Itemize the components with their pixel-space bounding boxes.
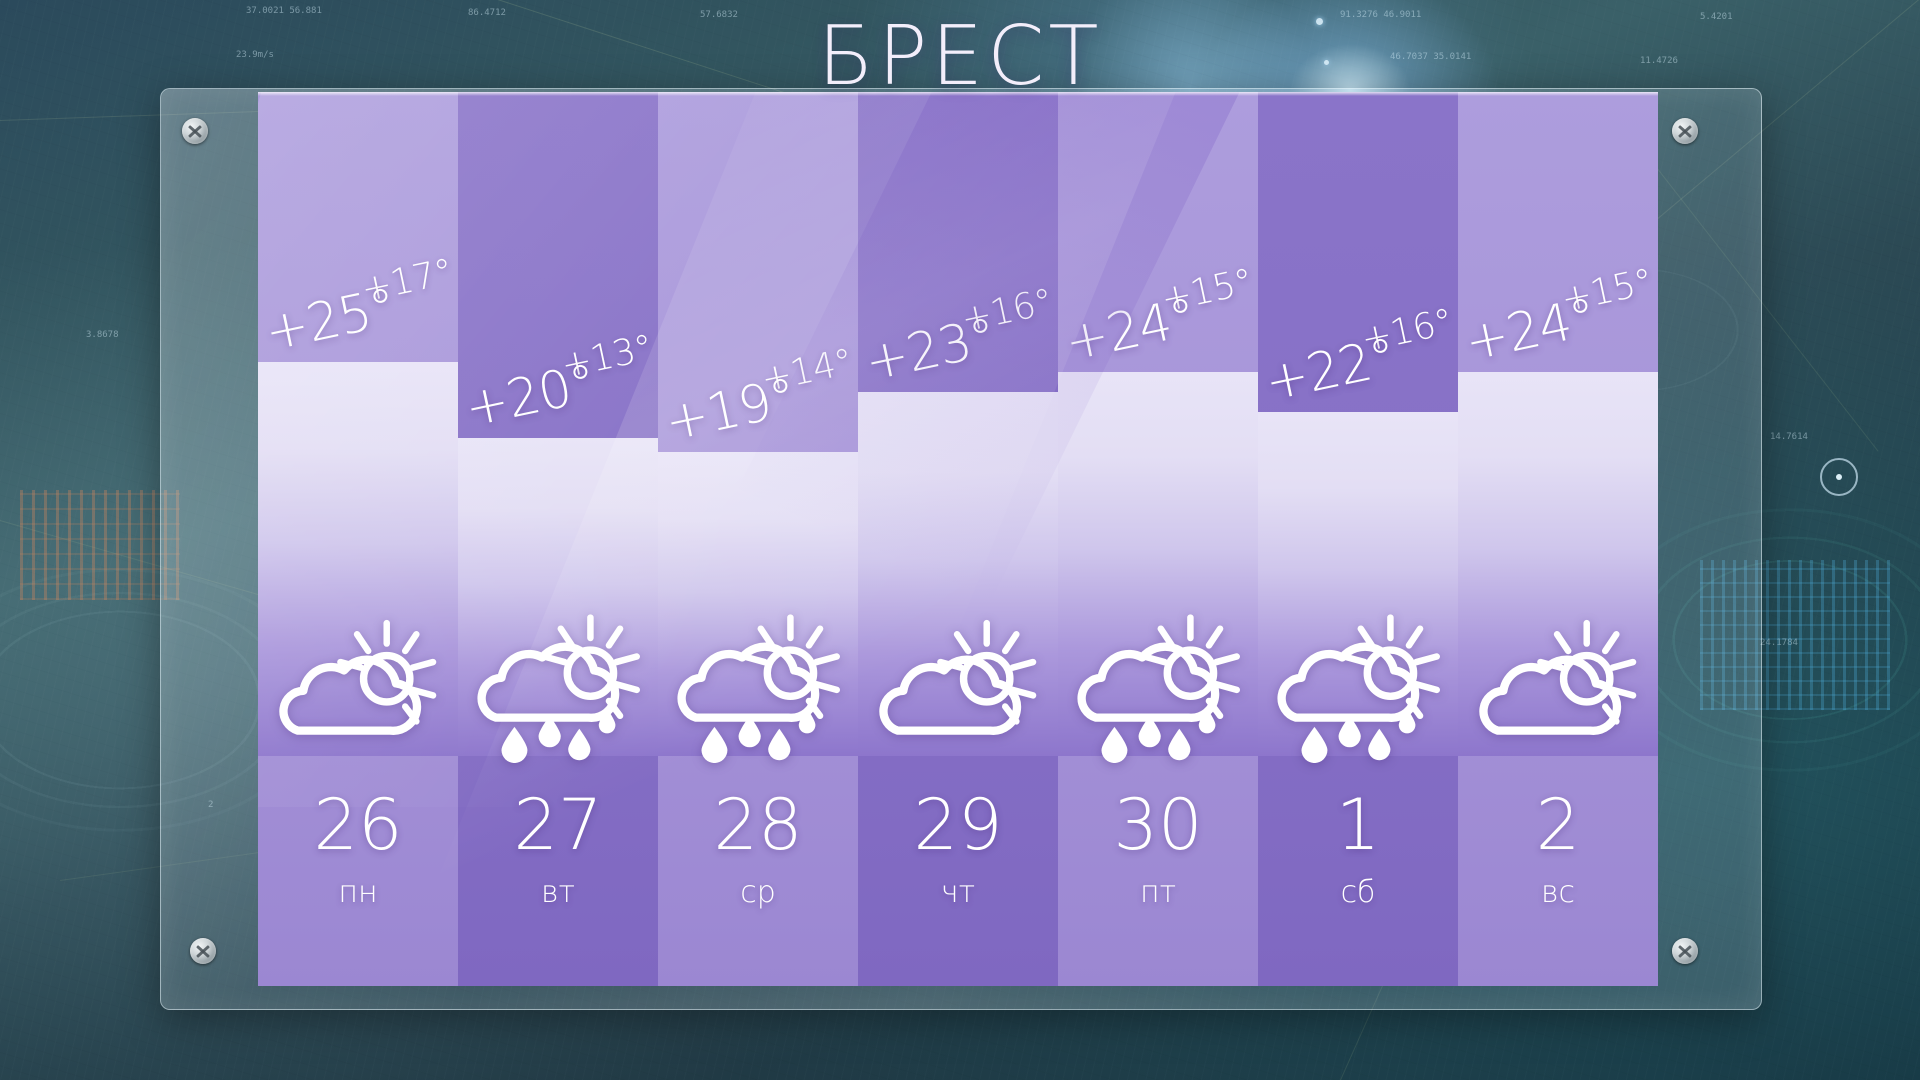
- forecast-day-column[interactable]: +13° +20° 27 вт: [458, 92, 658, 986]
- cloud-sun-rain-icon: [470, 613, 646, 763]
- background-coordinate-text: 5.4201: [1700, 12, 1733, 22]
- background-marker-dot: [1324, 60, 1329, 65]
- forecast-day-column[interactable]: +15° +24° 2 вс: [1458, 92, 1658, 986]
- weekday-label: ср: [740, 875, 776, 910]
- weather-icon-wrap: [1058, 604, 1258, 772]
- background-coordinate-text: 11.4726: [1640, 56, 1678, 66]
- date-footer: 30 пт: [1058, 772, 1258, 986]
- screw-top-right: [1672, 118, 1698, 144]
- day-number: 2: [1535, 784, 1581, 866]
- date-footer: 26 пн: [258, 772, 458, 986]
- background-coordinate-text: 91.3276 46.9011: [1340, 10, 1422, 20]
- weather-icon-wrap: [858, 604, 1058, 772]
- day-number: 28: [713, 784, 803, 866]
- day-temperature: +24°: [1459, 287, 1602, 374]
- date-footer: 1 сб: [1258, 772, 1458, 986]
- weather-forecast-board: +17° +25° 26 пн +13° +20° 27 вт +14° +19° 28 ср +16°…: [258, 92, 1658, 986]
- forecast-day-column[interactable]: +15° +24° 30 пт: [1058, 92, 1258, 986]
- weekday-label: пт: [1139, 875, 1177, 910]
- background-city-grid-left: [20, 490, 180, 600]
- weather-icon-wrap: [258, 604, 458, 772]
- date-footer: 28 ср: [658, 772, 858, 986]
- weekday-label: вс: [1540, 875, 1576, 910]
- weekday-label: пн: [338, 875, 378, 910]
- day-number: 1: [1335, 784, 1381, 866]
- day-number: 30: [1113, 784, 1203, 866]
- cloud-sun-rain-icon: [670, 613, 846, 763]
- screw-top-left: [182, 118, 208, 144]
- weather-icon-wrap: [658, 604, 858, 772]
- cloud-sun-icon: [1470, 613, 1646, 763]
- cloud-sun-rain-icon: [1270, 613, 1446, 763]
- background-coordinate-text: 14.7614: [1770, 432, 1808, 442]
- day-temperature: +22°: [1259, 327, 1402, 414]
- forecast-day-column[interactable]: +17° +25° 26 пн: [258, 92, 458, 986]
- day-number: 27: [513, 784, 603, 866]
- day-temperature: +24°: [1059, 287, 1202, 374]
- background-marker-ring: [1820, 458, 1858, 496]
- day-temperature: +19°: [659, 367, 802, 454]
- weekday-label: вт: [540, 875, 576, 910]
- background-coordinate-text: 24.1784: [1760, 638, 1798, 648]
- background-coordinate-text: 46.7037 35.0141: [1390, 52, 1472, 62]
- background-coordinate-text: 3.8678: [86, 330, 119, 340]
- background-coordinate-text: 23.9m/s: [236, 50, 274, 60]
- temperature-bar: [658, 452, 858, 756]
- day-number: 29: [913, 784, 1003, 866]
- forecast-day-column[interactable]: +16° +22° 1 сб: [1258, 92, 1458, 986]
- day-temperature: +25°: [259, 277, 402, 364]
- cloud-sun-rain-icon: [1070, 613, 1246, 763]
- forecast-day-column[interactable]: +16° +23° 29 чт: [858, 92, 1058, 986]
- background-coordinate-text: 57.6832: [700, 10, 738, 20]
- background-coordinate-text: 2: [208, 800, 213, 810]
- screw-bottom-right: [1672, 938, 1698, 964]
- day-temperature: +23°: [859, 307, 1002, 394]
- weather-icon-wrap: [1258, 604, 1458, 772]
- cloud-sun-icon: [270, 613, 446, 763]
- cloud-sun-icon: [870, 613, 1046, 763]
- weekday-label: сб: [1340, 875, 1376, 910]
- weather-icon-wrap: [458, 604, 658, 772]
- temperature-bar: [458, 438, 658, 756]
- background-marker-dot: [1316, 18, 1323, 25]
- screw-bottom-left: [190, 938, 216, 964]
- background-coordinate-text: 37.0021 56.881: [246, 6, 322, 16]
- date-footer: 27 вт: [458, 772, 658, 986]
- date-footer: 2 вс: [1458, 772, 1658, 986]
- background-city-grid-right: [1700, 560, 1890, 710]
- date-footer: 29 чт: [858, 772, 1058, 986]
- day-temperature: +20°: [459, 353, 602, 440]
- temperature-bar: [1058, 372, 1258, 756]
- weather-icon-wrap: [1458, 604, 1658, 772]
- weekday-label: чт: [940, 875, 976, 910]
- forecast-day-column[interactable]: +14° +19° 28 ср: [658, 92, 858, 986]
- day-number: 26: [313, 784, 403, 866]
- temperature-bar: [1258, 412, 1458, 756]
- background-coordinate-text: 86.4712: [468, 8, 506, 18]
